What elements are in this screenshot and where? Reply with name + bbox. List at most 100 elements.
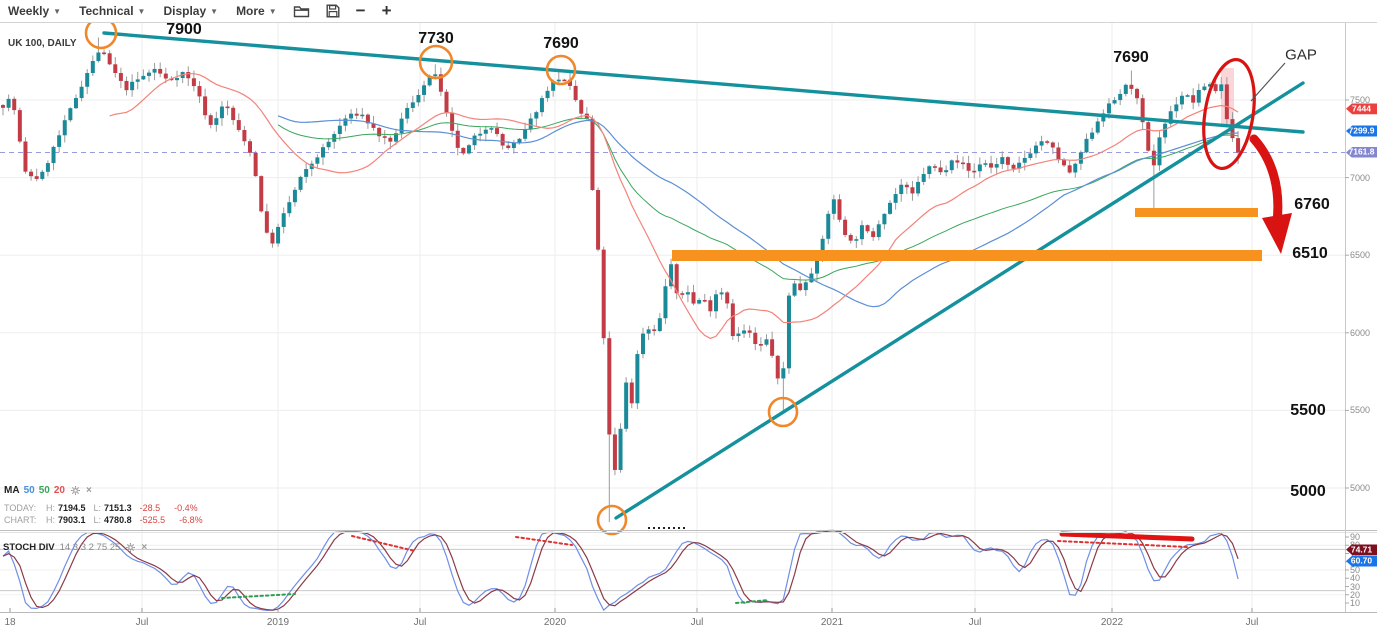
candle-up: [393, 133, 398, 142]
candle-up: [539, 98, 544, 113]
candle-up: [820, 238, 825, 256]
today-change-pct: -0.4%: [174, 503, 198, 513]
stats-row-today: TODAY: H: 7194.5 L: 7151.3 -28.5 -0.4%: [4, 503, 212, 513]
candle-down: [708, 300, 713, 312]
candle-down: [680, 293, 685, 295]
candle-up: [697, 299, 702, 304]
candle-up: [337, 125, 342, 135]
candle-down: [1224, 84, 1229, 120]
divergence-thick-line: [1059, 531, 1195, 542]
candle-up: [1174, 104, 1179, 112]
candle-down: [932, 166, 937, 168]
candle-down: [1056, 147, 1061, 161]
candle-up: [281, 213, 286, 227]
y-axis-tick-label: 5000: [1350, 483, 1371, 493]
candle-up: [1090, 132, 1095, 139]
chevron-down-icon: ▼: [137, 6, 146, 16]
highlight-circle: [545, 54, 577, 86]
candle-up: [45, 163, 50, 172]
candle-down: [1011, 164, 1016, 169]
candle-up: [1039, 141, 1044, 146]
candle-down: [259, 176, 264, 212]
candle-up: [478, 133, 483, 136]
chevron-down-icon: ▼: [268, 6, 277, 16]
candle-down: [113, 64, 118, 74]
candle-up: [410, 102, 415, 108]
candle-up: [854, 239, 859, 241]
candle-up: [1202, 86, 1207, 90]
candle-down: [248, 141, 253, 153]
candle-down: [1191, 95, 1196, 103]
stats-row-chart: CHART: H: 7903.1 L: 4780.8 -525.5 -6.8%: [4, 515, 217, 525]
menu-weekly-label: Weekly: [8, 4, 50, 18]
candle-up: [287, 202, 292, 214]
candle-down: [186, 72, 191, 79]
candle-up: [685, 292, 690, 295]
candle-up: [315, 157, 320, 164]
candle-down: [1129, 84, 1134, 89]
candle-up: [73, 98, 78, 109]
candle-up: [146, 72, 151, 76]
y-axis-tick-label: 6500: [1350, 250, 1371, 261]
highlight-circle: [767, 396, 799, 428]
open-chart-icon[interactable]: [293, 4, 310, 18]
menu-weekly[interactable]: Weekly ▼: [8, 4, 61, 18]
candle-down: [955, 160, 960, 163]
candle-down: [1213, 84, 1218, 92]
gap-label: GAP: [1285, 46, 1317, 64]
stoch-settings-gear-icon[interactable]: [126, 543, 136, 552]
candle-down: [163, 73, 168, 79]
save-icon[interactable]: [326, 4, 340, 18]
menu-display-label: Display: [163, 4, 207, 18]
menu-display[interactable]: Display ▼: [163, 4, 218, 18]
candle-down: [601, 249, 606, 339]
ma-settings-gear-icon[interactable]: [70, 486, 80, 495]
candle-up: [326, 141, 331, 148]
candle-down: [674, 264, 679, 294]
candle-up: [6, 98, 11, 108]
candle-up: [1118, 93, 1123, 101]
candle-up: [663, 286, 668, 319]
ma-close-icon[interactable]: ×: [85, 484, 92, 496]
candle-down: [725, 292, 730, 304]
divergence-dotted-line: [735, 599, 769, 604]
candle-up: [1163, 123, 1168, 138]
candle-up: [899, 184, 904, 195]
chart-change-pct: -6.8%: [179, 515, 203, 525]
stoch-d-line: [2, 530, 1239, 611]
candle-down: [382, 136, 387, 138]
trendline: [102, 31, 1305, 134]
divergence-dotted-line: [351, 535, 416, 552]
candle-up: [809, 273, 814, 283]
candle-up: [888, 202, 893, 214]
candle-down: [455, 130, 460, 148]
candle-up: [927, 166, 932, 175]
candle-down: [1050, 142, 1055, 148]
candle-down: [1135, 88, 1140, 99]
candle-down: [118, 73, 123, 81]
menu-more[interactable]: More ▼: [236, 4, 277, 18]
candle-up: [1185, 95, 1190, 97]
stoch-close-icon[interactable]: ×: [141, 541, 148, 553]
candle-down: [124, 80, 129, 91]
candle-up: [624, 382, 629, 429]
low-key: L:: [93, 515, 102, 525]
candle-down: [231, 107, 236, 121]
candle-up: [635, 354, 640, 404]
candle-up: [135, 79, 140, 82]
candle-down: [758, 344, 763, 346]
candle-up: [523, 129, 528, 139]
zoom-out-button[interactable]: −: [355, 1, 366, 20]
candle-up: [219, 106, 224, 119]
candle-up: [719, 292, 724, 295]
candle-down: [871, 231, 876, 238]
candle-down: [702, 299, 707, 302]
menu-technical[interactable]: Technical ▼: [79, 4, 145, 18]
zoom-in-button[interactable]: +: [381, 1, 392, 20]
menu-more-label: More: [236, 4, 265, 18]
candle-down: [747, 330, 752, 333]
candle-up: [405, 107, 410, 119]
annotation-price-label: 7730: [418, 30, 454, 47]
stoch-value-badge: 74.71: [1346, 544, 1377, 556]
